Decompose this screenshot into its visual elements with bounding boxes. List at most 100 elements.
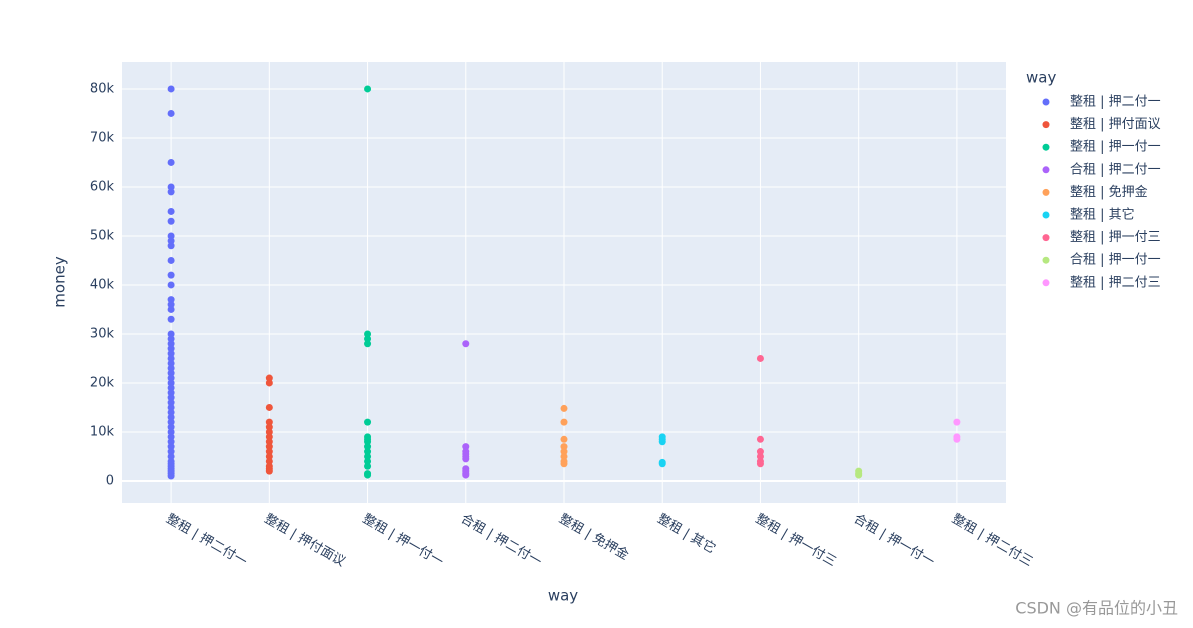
point [364,330,372,338]
legend-marker [1042,234,1050,242]
legend-marker [1042,256,1050,264]
legend-label: 整租 | 押一付一 [1070,140,1161,155]
point [756,460,764,468]
point [167,237,175,245]
point [364,452,372,460]
point [167,408,175,416]
point [167,330,175,338]
point [167,354,175,362]
point [167,315,175,323]
point [167,350,175,358]
point [167,256,175,264]
point [364,443,372,451]
point [364,471,372,479]
y-axis-title: money [51,256,69,308]
point [265,443,273,451]
point [855,471,863,479]
legend-label: 合租 | 押二付一 [1070,162,1161,177]
point [560,418,568,426]
point [364,85,372,93]
point [167,188,175,196]
point [167,183,175,191]
point [167,281,175,289]
y-tick-label: 20k [90,375,115,390]
y-tick-label: 70k [90,130,115,145]
x-tick-label: 整租 | 押一付一 [360,512,446,570]
point [167,296,175,304]
point [167,305,175,313]
point [167,413,175,421]
point [364,448,372,456]
point [167,394,175,402]
point [167,384,175,392]
point [364,340,372,348]
point [265,418,273,426]
x-tick-label: 合租 | 押二付一 [458,512,544,570]
point [265,403,273,411]
y-tick-label: 50k [90,228,115,243]
point [167,301,175,309]
point [167,428,175,436]
legend-marker [1042,188,1050,196]
point [364,462,372,470]
legend-marker [1042,121,1050,129]
point [167,448,175,456]
legend-marker [1042,98,1050,106]
point [167,472,175,480]
x-tick-label: 整租 | 免押金 [556,511,631,564]
point [364,335,372,343]
point [265,428,273,436]
point [167,418,175,426]
legend-marker [1042,143,1050,151]
point [462,455,470,463]
point [167,242,175,250]
x-tick-label: 整租 | 押二付一 [163,512,249,570]
y-tick-label: 80k [90,81,115,96]
point [265,452,273,460]
point [462,471,470,479]
point [167,359,175,367]
y-tick-label: 0 [106,473,114,488]
point [167,207,175,215]
point [167,364,175,372]
point [953,435,961,443]
x-tick-label: 整租 | 其它 [654,511,718,557]
legend-label: 整租 | 其它 [1070,207,1135,223]
point [167,452,175,460]
point [167,374,175,382]
point [756,435,764,443]
x-tick-label: 整租 | 押付面议 [262,512,348,570]
legend-title: way [1026,69,1056,87]
y-tick-label: 40k [90,277,115,292]
point [560,448,568,456]
point [560,404,568,412]
legend-label: 整租 | 押二付三 [1070,275,1161,290]
point [756,448,764,456]
point [364,418,372,426]
point [265,433,273,441]
point [265,374,273,382]
point [658,438,666,446]
point [462,443,470,451]
point [167,389,175,397]
point [265,379,273,387]
point [167,340,175,348]
legend-marker [1042,279,1050,287]
point [167,423,175,431]
point [167,232,175,240]
point [756,452,764,460]
point [265,423,273,431]
legend-label: 整租 | 押一付三 [1070,230,1161,245]
x-tick-label: 整租 | 押二付三 [949,512,1035,570]
point [364,457,372,465]
point [167,443,175,451]
point [167,433,175,441]
point [265,438,273,446]
x-tick-label: 整租 | 押一付三 [753,512,839,570]
point [167,438,175,446]
point [265,457,273,465]
point [167,335,175,343]
legend-marker [1042,166,1050,174]
point [167,217,175,225]
